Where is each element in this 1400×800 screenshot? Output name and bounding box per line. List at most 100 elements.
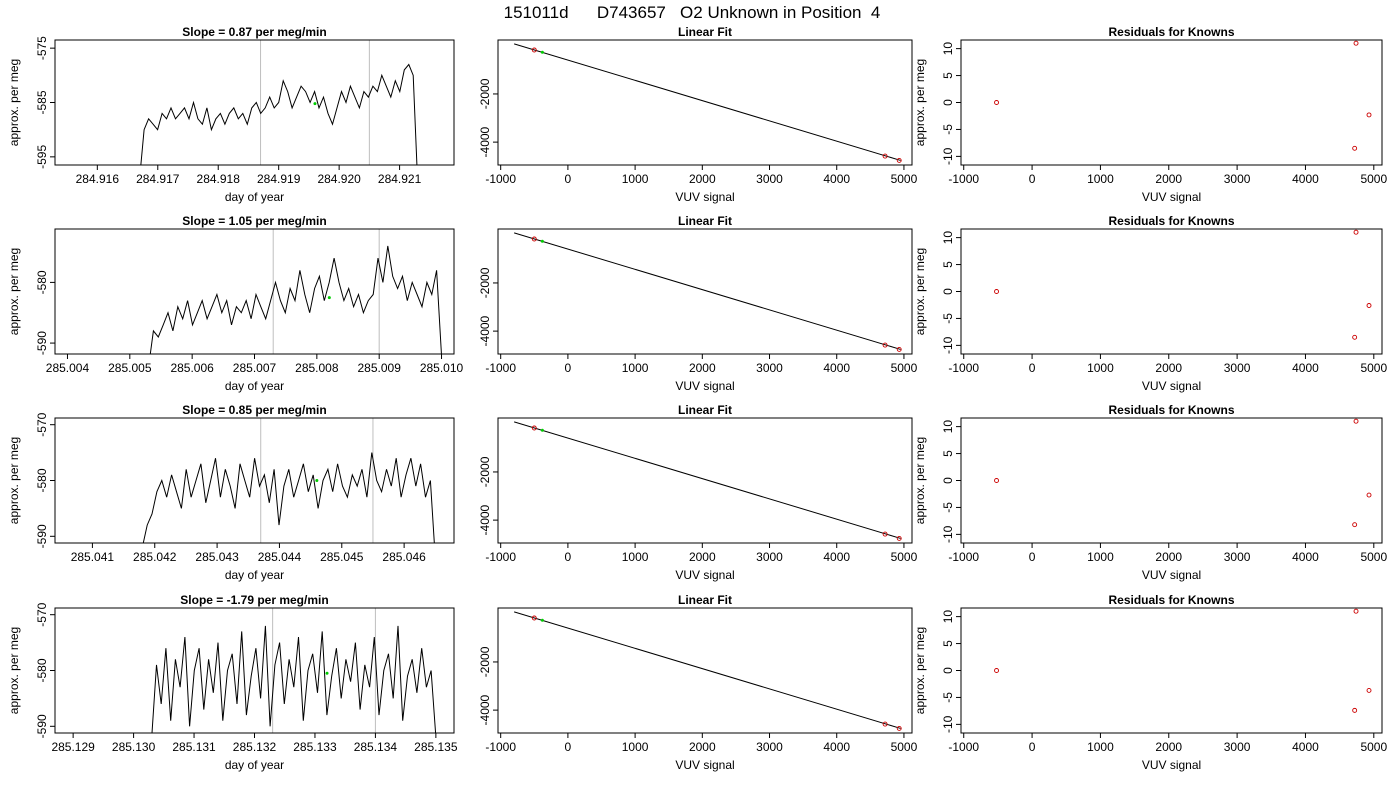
x-tick-label: 1000: [1087, 361, 1114, 375]
x-tick-label: -1000: [485, 740, 516, 754]
known-point: [882, 342, 888, 348]
x-tick-label: 3000: [756, 361, 783, 375]
x-tick-label: 285.042: [133, 550, 177, 564]
unknown-marker: [315, 479, 319, 482]
y-tick-label: -580: [35, 468, 49, 492]
y-tick-label: -4000: [478, 504, 492, 535]
x-tick-label: 284.918: [197, 172, 241, 186]
x-tick-label: 3000: [756, 550, 783, 564]
y-tick-label: 5: [941, 261, 955, 268]
unknown-point: [540, 428, 544, 432]
plot-area: [513, 611, 902, 731]
y-tick-label: 10: [941, 420, 955, 434]
y-tick-label: -5: [941, 313, 955, 324]
y-tick-label: -580: [35, 658, 49, 682]
plot-frame: [960, 607, 1383, 734]
plot-area: [140, 40, 418, 165]
panel-time-series-row1: Slope = 1.05 per meg/min 285.004 285.005 28…: [7, 214, 464, 393]
plot-area: [151, 608, 437, 733]
unknown-marker: [327, 296, 331, 300]
panel-linear-fit-row2: Linear Fit -1000 0 1000 2000 3000 4000 5000 -200…: [478, 403, 918, 582]
panel-residuals-row2: Residuals for Knowns -1000 0 1000 2000 3000 40…: [913, 403, 1387, 582]
panel-time-series-row2: Slope = 0.85 per meg/min 285.041 285.042 28…: [7, 403, 455, 582]
x-tick-label: 4000: [823, 740, 850, 754]
panel-title: Slope = -1.79 per meg/min: [180, 593, 328, 607]
known-point: [882, 721, 888, 727]
x-tick-label: 5000: [891, 172, 918, 186]
y-tick-label: -590: [35, 524, 49, 548]
x-tick-label: -1000: [948, 172, 979, 186]
unknown-point: [540, 618, 544, 622]
plot-frame: [497, 417, 913, 544]
plot-area: [994, 418, 1372, 528]
panel-title: Residuals for Knowns: [1108, 25, 1234, 39]
x-tick-label: 284.921: [378, 172, 422, 186]
fit-line: [513, 611, 901, 729]
figure-title: 151011d D743657 O2 Unknown in Position 4: [504, 3, 881, 22]
x-tick-label: 285.006: [170, 361, 214, 375]
x-tick-label: 3000: [1224, 172, 1251, 186]
y-tick-label: -570: [35, 602, 49, 626]
x-tick-label: 3000: [1224, 740, 1251, 754]
x-tick-label: 2000: [689, 550, 716, 564]
x-tick-label: 1000: [622, 172, 649, 186]
panel-title: Linear Fit: [678, 593, 732, 607]
panel-linear-fit-row3: Linear Fit -1000 0 1000 2000 3000 4000 5000 -200…: [478, 593, 918, 772]
x-tick-label: 4000: [1292, 740, 1319, 754]
y-tick-label: -10: [941, 715, 955, 733]
panel-residuals-row3: Residuals for Knowns -1000 0 1000 2000 3000 40…: [913, 593, 1387, 772]
y-tick-label: 5: [941, 72, 955, 79]
y-tick-label: -10: [941, 147, 955, 165]
x-tick-label: 5000: [1360, 172, 1387, 186]
fit-line: [513, 43, 901, 161]
residual-point: [994, 289, 999, 294]
plot-area: [149, 229, 442, 354]
plot-area: [994, 40, 1372, 151]
x-tick-label: 285.132: [233, 740, 277, 754]
x-tick-label: 285.007: [233, 361, 277, 375]
x-tick-label: -1000: [485, 172, 516, 186]
y-tick-label: -595: [35, 145, 49, 169]
y-axis-label: approx. per meg: [913, 437, 927, 524]
x-tick-label: 285.133: [293, 740, 337, 754]
x-tick-label: 2000: [689, 361, 716, 375]
residual-point: [1353, 608, 1359, 614]
x-tick-label: 2000: [689, 172, 716, 186]
x-tick-label: 4000: [1292, 172, 1319, 186]
x-tick-label: 1000: [622, 550, 649, 564]
known-point: [896, 725, 902, 731]
plot-area: [994, 608, 1372, 713]
x-axis-label: VUV signal: [675, 190, 734, 204]
x-tick-label: 285.010: [420, 361, 464, 375]
residual-point: [1366, 492, 1372, 498]
x-tick-label: 0: [1029, 361, 1036, 375]
residual-point: [1353, 418, 1359, 424]
known-point: [531, 425, 537, 431]
plot-frame: [54, 607, 455, 734]
x-tick-label: 0: [565, 361, 572, 375]
y-tick-label: -575: [35, 36, 49, 60]
x-tick-label: -1000: [948, 550, 979, 564]
signal-trace: [151, 625, 437, 733]
plot-frame: [497, 228, 913, 355]
x-tick-label: 285.134: [354, 740, 398, 754]
signal-trace: [149, 245, 442, 354]
panel-title: Linear Fit: [678, 403, 732, 417]
x-tick-label: 1000: [1087, 172, 1114, 186]
plot-frame: [497, 39, 913, 166]
x-tick-label: 285.130: [112, 740, 156, 754]
y-axis-label: approx. per meg: [7, 627, 21, 714]
x-tick-label: -1000: [485, 550, 516, 564]
panels-group: Slope = 0.87 per meg/min 284.916 284.917 28…: [7, 25, 1387, 772]
residual-point: [1366, 687, 1372, 693]
y-tick-label: -2000: [478, 456, 492, 487]
panel-title: Slope = 1.05 per meg/min: [182, 214, 326, 228]
panel-linear-fit-row0: Linear Fit -1000 0 1000 2000 3000 4000 5000 -200…: [478, 25, 918, 204]
x-tick-label: -1000: [485, 361, 516, 375]
x-tick-label: 5000: [891, 361, 918, 375]
x-tick-label: 5000: [891, 550, 918, 564]
unknown-marker: [313, 102, 317, 106]
residual-point: [994, 478, 999, 483]
x-tick-label: 5000: [1360, 550, 1387, 564]
